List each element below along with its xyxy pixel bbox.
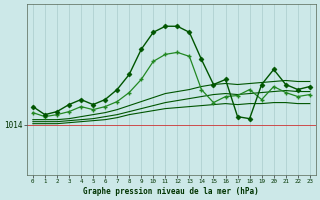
- X-axis label: Graphe pression niveau de la mer (hPa): Graphe pression niveau de la mer (hPa): [84, 187, 259, 196]
